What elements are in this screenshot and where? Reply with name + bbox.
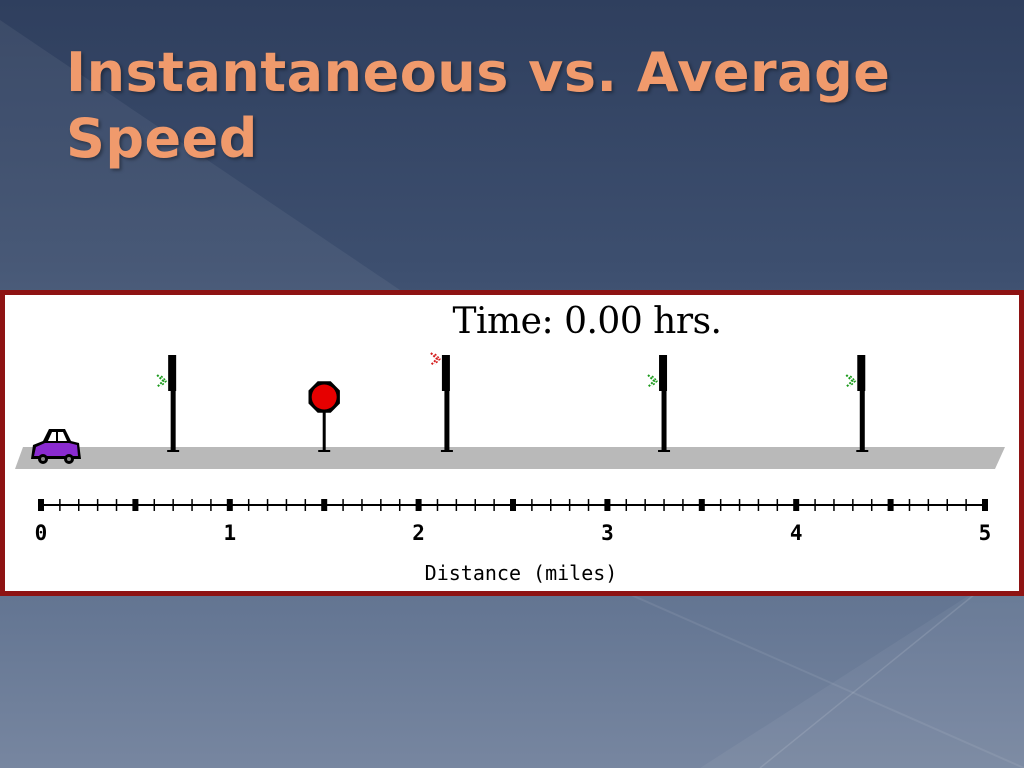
axis-major-tick [415, 499, 422, 511]
car-icon [31, 429, 81, 464]
tick-label-1: 1 [223, 521, 237, 545]
signal-pole [444, 357, 450, 451]
signal-green-arrow-icon [647, 374, 659, 388]
slide-title: Instantaneous vs. Average Speed [66, 41, 891, 170]
tick-label-2: 2 [412, 521, 425, 545]
signal-green-arrow-icon [845, 374, 857, 388]
signal-head [857, 355, 866, 391]
axis-major-tick [38, 499, 44, 511]
road-and-axis [15, 352, 1005, 511]
time-label: Time: [452, 301, 554, 342]
traffic-light-3 [430, 352, 453, 452]
signal-pole [170, 357, 176, 451]
traffic-light-5 [845, 355, 869, 452]
tick-label-3: 3 [601, 521, 614, 545]
time-unit: hrs. [653, 301, 722, 342]
axis-label: Distance (miles) [5, 561, 1019, 585]
traffic-light-4 [647, 355, 671, 452]
signal-head [441, 355, 450, 391]
axis-half-tick [132, 499, 139, 511]
signal-head [168, 355, 177, 391]
traffic-light-1 [156, 355, 180, 452]
axis-half-tick [321, 499, 328, 511]
tick-label-5: 5 [978, 521, 992, 545]
stop-sign-2 [308, 381, 340, 452]
tick-label-4: 4 [789, 521, 803, 545]
axis-major-tick [982, 499, 988, 511]
signal-head [659, 355, 668, 391]
axis-major-tick [793, 499, 800, 511]
stop-sign-face [311, 384, 337, 410]
axis-major-tick [226, 499, 233, 511]
stop-sign-pole [322, 399, 326, 451]
axis-half-tick [698, 499, 705, 511]
time-value: 0.00 [564, 301, 643, 342]
axis-label-text: Distance (miles) [424, 561, 618, 585]
signal-red-arrow-icon [430, 352, 441, 366]
tick-label-0: 0 [34, 521, 48, 545]
axis-half-tick [510, 499, 516, 511]
axis-half-tick [887, 499, 894, 511]
signal-pole [661, 357, 667, 451]
signal-green-arrow-icon [156, 374, 168, 388]
road [15, 447, 1005, 469]
time-readout: Time: 0.00 hrs. [5, 301, 1019, 342]
speed-diagram: Time: 0.00 hrs. 0 1 2 3 4 5 Distance (miles) [0, 290, 1024, 596]
axis-major-tick [604, 499, 611, 511]
signal-pole [859, 357, 865, 451]
